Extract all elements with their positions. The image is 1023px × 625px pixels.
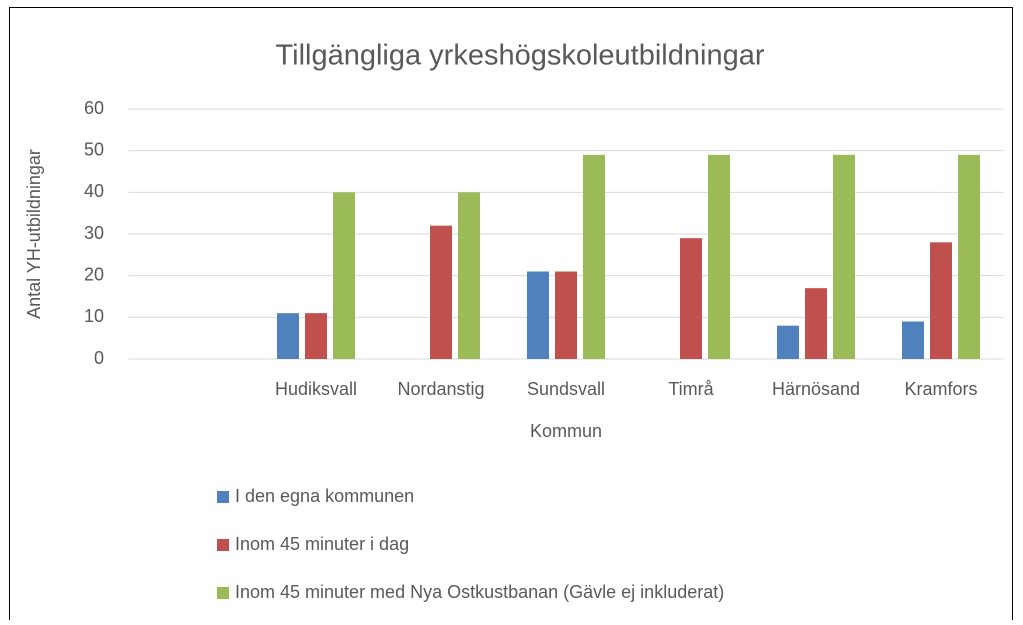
legend-swatch xyxy=(217,587,229,599)
bar xyxy=(902,321,924,359)
x-tick-label: Nordanstig xyxy=(397,379,484,399)
chart-frame xyxy=(9,7,1013,625)
x-tick-label: Timrå xyxy=(668,379,714,399)
bar xyxy=(708,154,730,359)
y-tick-label: 20 xyxy=(84,264,104,284)
bar xyxy=(527,271,549,359)
bar xyxy=(583,154,605,359)
bar xyxy=(833,154,855,359)
bar xyxy=(333,192,355,359)
bar xyxy=(958,154,980,359)
y-tick-label: 60 xyxy=(84,98,104,118)
legend-swatch xyxy=(217,491,229,503)
x-tick-label: Härnösand xyxy=(772,379,860,399)
y-tick-label: 30 xyxy=(84,223,104,243)
y-tick-label: 40 xyxy=(84,181,104,201)
x-tick-label: Hudiksvall xyxy=(275,379,357,399)
x-tick-label: Kramfors xyxy=(904,379,977,399)
bar xyxy=(430,225,452,359)
chart-title: Tillgängliga yrkeshögskoleutbildningar xyxy=(276,40,765,72)
bar xyxy=(930,242,952,359)
legend-swatch xyxy=(217,539,229,551)
bar xyxy=(458,192,480,359)
bar xyxy=(777,325,799,359)
x-tick-label: Sundsvall xyxy=(527,379,605,399)
legend-label: Inom 45 minuter med Nya Ostkustbanan (Gä… xyxy=(235,582,724,602)
bar xyxy=(680,238,702,359)
bar xyxy=(305,313,327,359)
y-tick-label: 0 xyxy=(94,348,104,368)
bar xyxy=(555,271,577,359)
y-tick-label: 50 xyxy=(84,139,104,159)
legend-label: Inom 45 minuter i dag xyxy=(235,534,409,554)
legend-label: I den egna kommunen xyxy=(235,486,414,506)
x-axis-label: Kommun xyxy=(530,421,602,441)
y-tick-label: 10 xyxy=(84,306,104,326)
bar xyxy=(277,313,299,359)
bar xyxy=(805,288,827,359)
y-axis-label: Antal YH-utbildningar xyxy=(24,149,44,319)
